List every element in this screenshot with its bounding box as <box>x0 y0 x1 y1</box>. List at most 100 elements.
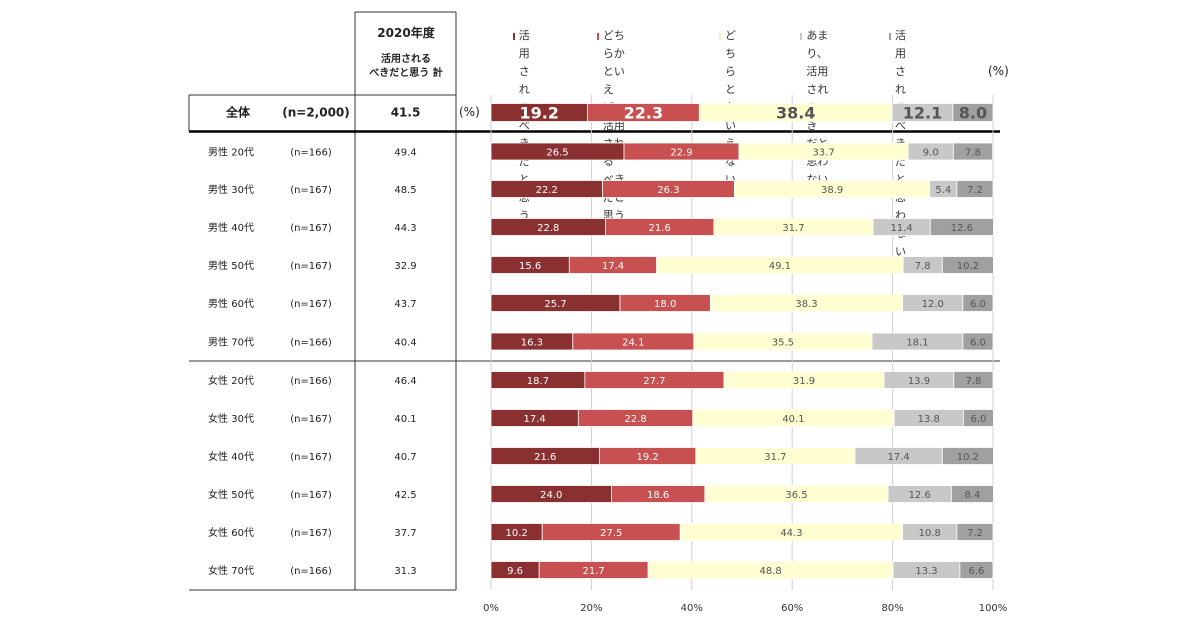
row-total-value: 32.9 <box>394 261 416 272</box>
bar-data-label: 7.8 <box>915 261 931 272</box>
bar-data-label: 35.5 <box>772 338 794 349</box>
bar-data-label: 7.2 <box>967 528 983 539</box>
row-total-value: 44.3 <box>394 223 416 234</box>
row-group-label: 女性 50代 <box>208 488 254 501</box>
row-n-label: (n=167) <box>290 261 332 272</box>
bar-data-label: 36.5 <box>785 490 807 501</box>
bar-data-label: 13.9 <box>908 376 930 387</box>
row-group-label: 男性 40代 <box>208 221 254 234</box>
row-total-value: 31.3 <box>394 566 416 577</box>
bar-data-label: 25.7 <box>544 299 566 310</box>
bar-data-label: 12.6 <box>909 490 931 501</box>
x-tick-label: 40% <box>681 603 703 614</box>
bar-data-label: 22.9 <box>670 148 692 159</box>
bar-data-label: 21.7 <box>583 566 605 577</box>
bar-segment <box>962 409 994 427</box>
bar-data-label: 22.3 <box>624 104 663 123</box>
bar-data-label: 26.3 <box>657 185 679 196</box>
x-tick-label: 100% <box>979 603 1008 614</box>
row-n-label: (n=167) <box>290 299 332 310</box>
bar-data-label: 19.2 <box>519 104 558 123</box>
row-group-label: 男性 70代 <box>208 336 254 349</box>
bar-segment <box>941 447 994 465</box>
row-group-label: 女性 20代 <box>208 374 254 387</box>
bar-data-label: 6.0 <box>970 299 986 310</box>
bar-data-label: 12.6 <box>951 223 973 234</box>
bar-data-label: 22.8 <box>624 414 646 425</box>
row-total-value: 48.5 <box>394 185 416 196</box>
x-tick-label: 0% <box>483 603 499 614</box>
bar-segment <box>959 561 994 579</box>
bar-data-label: 22.8 <box>537 223 559 234</box>
bar-data-label: 31.7 <box>764 452 786 463</box>
row-group-label: 男性 60代 <box>208 297 254 310</box>
bar-data-label: 6.0 <box>970 414 986 425</box>
row-n-label: (n=167) <box>290 528 332 539</box>
bar-data-label: 18.6 <box>647 490 669 501</box>
bar-data-label: 6.6 <box>968 566 984 577</box>
row-group-label: 女性 30代 <box>208 412 254 425</box>
bar-data-label: 18.1 <box>906 338 928 349</box>
bar-data-label: 19.2 <box>636 452 658 463</box>
bar-segment <box>952 142 993 161</box>
row-n-label: (n=167) <box>290 223 332 234</box>
bar-data-label: 6.0 <box>970 338 986 349</box>
bar-data-label: 13.3 <box>915 566 937 577</box>
bar-segment <box>941 256 994 274</box>
row-total-value: 40.4 <box>394 338 416 349</box>
row-n-label: (n=166) <box>290 566 332 577</box>
bar-data-label: 12.0 <box>922 299 944 310</box>
bar-data-label: 7.8 <box>965 148 981 159</box>
row-group-label: 女性 70代 <box>208 564 254 577</box>
row-total-value: 40.1 <box>394 414 416 425</box>
row-total-value: 43.7 <box>394 299 416 310</box>
row-n-label: (n=167) <box>290 414 332 425</box>
legend-swatch <box>719 33 722 40</box>
bar-data-label: 11.4 <box>891 223 913 234</box>
bar-data-label: 24.1 <box>622 338 644 349</box>
bar-data-label: 16.3 <box>521 338 543 349</box>
bar-data-label: 9.0 <box>923 148 939 159</box>
bar-data-label: 24.0 <box>540 490 562 501</box>
bar-data-label: 49.1 <box>769 261 791 272</box>
bar-data-label: 40.1 <box>782 414 804 425</box>
bar-segment <box>962 332 994 351</box>
row-group-label: 全体 <box>225 105 251 120</box>
row-n-label: (n=166) <box>290 376 332 387</box>
bar-segment <box>956 523 994 541</box>
x-tick-label: 20% <box>580 603 602 614</box>
bar-data-label: 10.2 <box>957 452 979 463</box>
row-group-label: 男性 20代 <box>208 146 254 159</box>
bar-data-label: 10.8 <box>919 528 941 539</box>
bar-data-label: 22.2 <box>536 185 558 196</box>
bar-data-label: 8.4 <box>964 490 980 501</box>
bar-data-label: 12.1 <box>903 104 942 123</box>
row-n-label: (n=167) <box>290 490 332 501</box>
unit-label-left: (%) <box>459 105 480 119</box>
bar-data-label: 26.5 <box>546 148 568 159</box>
bar-data-label: 31.9 <box>793 376 815 387</box>
bar-data-label: 18.0 <box>654 299 676 310</box>
row-group-label: 男性 30代 <box>208 183 254 196</box>
row-group-label: 女性 60代 <box>208 526 254 539</box>
bar-data-label: 44.3 <box>780 528 802 539</box>
bar-data-label: 13.8 <box>918 414 940 425</box>
row-n-label: (n=166) <box>290 148 332 159</box>
bar-data-label: 38.3 <box>795 299 817 310</box>
legend-swatch <box>800 33 803 40</box>
bar-data-label: 21.6 <box>534 452 556 463</box>
bar-data-label: 38.4 <box>776 104 815 123</box>
row-n-label: (n=2,000) <box>282 106 350 120</box>
bar-data-label: 18.7 <box>527 376 549 387</box>
legend-label-line: あまり、 <box>806 29 829 60</box>
bar-data-label: 27.5 <box>600 528 622 539</box>
x-tick-label: 80% <box>881 603 903 614</box>
bar-segment <box>956 180 994 198</box>
total-column-title: 活用される べきだと思う 計 <box>356 53 456 81</box>
bar-data-label: 21.6 <box>649 223 671 234</box>
bar-data-label: 10.2 <box>957 261 979 272</box>
row-n-label: (n=167) <box>290 185 332 196</box>
total-column-title-line1: 活用される <box>381 54 431 65</box>
row-group-label: 女性 40代 <box>208 450 254 463</box>
legend-swatch <box>889 33 892 40</box>
